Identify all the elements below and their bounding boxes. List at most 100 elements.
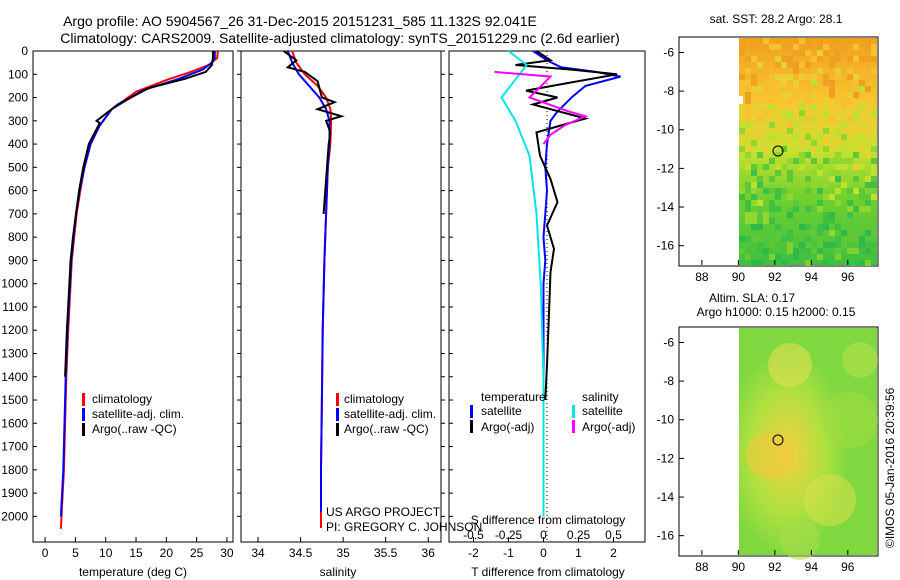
y-tick-label: 500 <box>8 160 28 174</box>
salinity-x-ticks: 34 34.5 35 35.5 36 <box>251 537 435 560</box>
sst-pixel <box>847 224 853 230</box>
sst-pixel <box>781 56 787 62</box>
sst-pixel <box>775 44 781 50</box>
temperature-panel: 0100200300400500600700800900100011001200… <box>1 44 453 579</box>
sst-pixel <box>799 158 805 164</box>
sst-pixel <box>769 254 775 260</box>
y-tick-label: 200 <box>8 91 28 105</box>
y-tick-label: 1200 <box>1 323 28 337</box>
sst-pixel <box>847 236 853 242</box>
temperature-legend: climatology satellite-adj. clim. Argo(..… <box>82 392 184 436</box>
sst-pixel <box>871 170 877 176</box>
sst-pixel <box>829 56 835 62</box>
sst-pixel <box>829 92 835 98</box>
sst-pixel <box>787 116 793 122</box>
sst-pixel <box>817 188 823 194</box>
sst-pixel <box>757 38 763 44</box>
sst-pixel <box>739 80 745 86</box>
sst-pixel <box>775 134 781 140</box>
sst-pixel <box>865 176 871 182</box>
sst-pixel <box>775 164 781 170</box>
sst-pixel <box>769 158 775 164</box>
sst-pixel <box>751 56 757 62</box>
sst-pixel <box>775 206 781 212</box>
sst-pixel <box>835 152 841 158</box>
sst-pixel <box>871 50 877 56</box>
series-line <box>515 50 618 401</box>
y-tick-label: -16 <box>657 239 675 253</box>
sst-pixel <box>793 230 799 236</box>
sst-pixel <box>841 242 847 248</box>
sst-pixel <box>787 74 793 80</box>
sst-pixel <box>793 254 799 260</box>
sst-pixel <box>787 122 793 128</box>
sst-pixel <box>853 260 859 266</box>
sst-pixel <box>799 248 805 254</box>
x-tick-label: 15 <box>129 546 143 560</box>
sst-pixel <box>787 212 793 218</box>
sla-map-subtitle: Argo h1000: 0.15 h2000: 0.15 <box>697 305 856 319</box>
sla-blob <box>822 392 878 448</box>
sst-pixel <box>787 92 793 98</box>
sst-pixel <box>871 230 877 236</box>
sst-pixel <box>859 86 865 92</box>
sst-pixel <box>739 146 745 152</box>
sst-pixel <box>793 92 799 98</box>
sst-pixel <box>853 56 859 62</box>
sst-pixel <box>739 134 745 140</box>
sst-pixel <box>829 194 835 200</box>
x-tick-label: -2 <box>468 546 479 560</box>
sst-pixel <box>871 110 877 116</box>
sst-pixel <box>865 152 871 158</box>
sst-pixel <box>865 194 871 200</box>
sst-pixel <box>787 98 793 104</box>
sst-pixel <box>835 50 841 56</box>
sst-pixel <box>847 158 853 164</box>
x-tick-label: 34.5 <box>289 546 313 560</box>
sst-pixel <box>769 134 775 140</box>
series-line <box>494 70 589 145</box>
sla-blobs <box>746 342 878 560</box>
sst-pixel <box>853 152 859 158</box>
sst-pixel <box>751 212 757 218</box>
sst-pixel <box>775 170 781 176</box>
sst-pixel <box>757 152 763 158</box>
argo-location-marker <box>772 434 784 446</box>
sst-pixel <box>823 218 829 224</box>
legend-label: climatology <box>344 392 404 406</box>
sst-pixel <box>745 206 751 212</box>
sst-pixel <box>865 230 871 236</box>
legend-heading: salinity <box>582 390 619 404</box>
sst-pixel <box>751 38 757 44</box>
sst-pixel <box>847 38 853 44</box>
sst-pixel <box>811 56 817 62</box>
sst-pixel <box>817 170 823 176</box>
sst-pixel <box>769 104 775 110</box>
sst-pixel <box>841 164 847 170</box>
sst-pixel <box>763 38 769 44</box>
sst-pixel <box>835 98 841 104</box>
sst-pixel <box>817 104 823 110</box>
sst-pixel <box>793 134 799 140</box>
sst-pixel <box>811 104 817 110</box>
sst-pixel <box>751 254 757 260</box>
x-tick-label: 35.5 <box>374 546 398 560</box>
sst-pixel <box>835 254 841 260</box>
sst-pixel <box>799 164 805 170</box>
sst-pixel <box>865 104 871 110</box>
sst-pixel <box>787 254 793 260</box>
sst-pixel <box>841 152 847 158</box>
sst-pixel <box>775 224 781 230</box>
sst-pixel <box>757 128 763 134</box>
sst-pixel <box>781 80 787 86</box>
sst-pixel <box>805 260 811 266</box>
sst-pixel <box>805 98 811 104</box>
legend-label: climatology <box>92 392 152 406</box>
series-line <box>59 50 219 529</box>
sst-pixel <box>859 164 865 170</box>
sst-pixel <box>823 50 829 56</box>
sst-pixel <box>865 86 871 92</box>
y-tick-label: 800 <box>8 230 28 244</box>
sst-pixel <box>781 260 787 266</box>
sst-pixel <box>853 44 859 50</box>
